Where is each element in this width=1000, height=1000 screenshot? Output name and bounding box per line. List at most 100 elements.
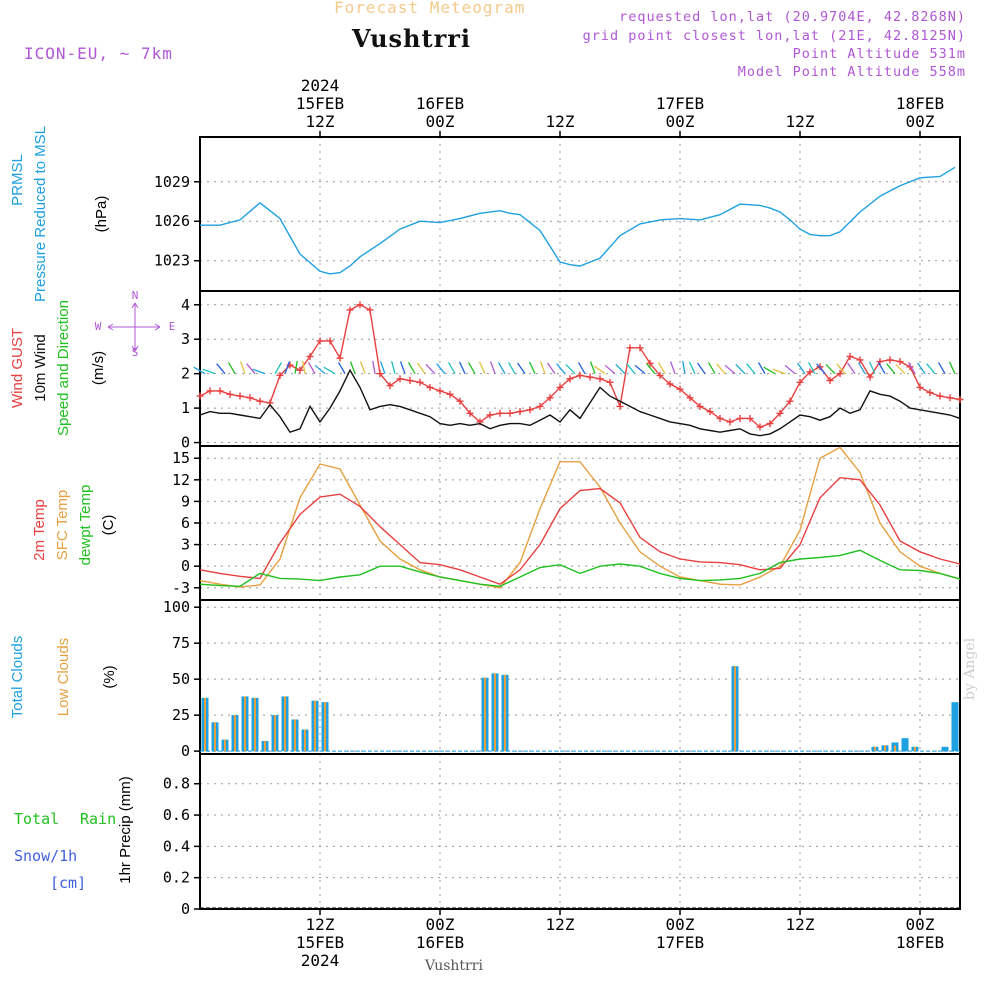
wind-gust-marker (756, 423, 764, 431)
wind-gust-marker (436, 387, 444, 395)
top-time-label: 00Z (906, 112, 935, 131)
wind-gust-marker (226, 390, 234, 398)
wind-gust-marker (836, 370, 844, 378)
wind-direction-arrow (417, 362, 426, 375)
wind-direction-arrow (784, 364, 796, 375)
bottom-date-label: 17FEB (656, 933, 704, 952)
y-tick-label: 0.8 (163, 775, 190, 793)
wind-direction-arrow (907, 362, 916, 374)
wind-gust-marker (786, 397, 794, 405)
wind-gust-marker (926, 389, 934, 397)
wind-direction-arrow (716, 363, 726, 375)
wind-direction-arrow (497, 362, 506, 374)
wind-gust-marker (916, 383, 924, 391)
wind-gust-marker (346, 306, 354, 314)
wind-gust-marker (446, 390, 454, 398)
wind-gust-marker (736, 414, 744, 422)
grid-point-coords: grid point closest lon,lat (21E, 42.8125… (582, 28, 966, 44)
wind-direction-arrow (547, 362, 556, 375)
wind-direction-arrow (239, 361, 246, 374)
dewpt-temp-line (199, 549, 961, 588)
wind-direction-arrow (337, 362, 346, 374)
wind-direction-arrow (399, 361, 406, 374)
total-cloud-bar (941, 746, 949, 752)
y-tick-label: 15 (172, 449, 190, 467)
compass-e: E (169, 320, 176, 333)
precip-unit: 1hr Precip (mm) (117, 776, 134, 884)
y-tick-label: 0 (181, 742, 190, 760)
wind-gust-marker (386, 382, 394, 390)
wind-gust-marker (236, 392, 244, 400)
top-time-label: 00Z (426, 112, 455, 131)
wind-direction-arrow (816, 363, 826, 375)
wind-direction-arrow (604, 364, 616, 375)
wind-gust-marker (566, 375, 574, 383)
wind-direction-arrow (227, 362, 236, 374)
y-tick-label: 2 (181, 365, 190, 383)
wind-gust-marker (766, 420, 774, 428)
low-cloud-bar (504, 674, 506, 752)
wind-direction-arrow (735, 364, 746, 375)
wind-gust-marker (956, 396, 964, 403)
top-date-label: 15FEB (296, 94, 344, 113)
low-cloud-bar (274, 715, 276, 752)
wind-gust-marker (826, 377, 834, 385)
wind-direction-arrow (615, 364, 626, 375)
wind-gust-marker (356, 301, 364, 309)
wind-gust-marker (796, 378, 804, 386)
y-tick-label: 1023 (154, 252, 190, 270)
wind-gust-marker (246, 394, 254, 402)
top-time-label: 12Z (546, 112, 575, 131)
low-cloud-bar (214, 722, 216, 752)
wind-gust-marker (886, 356, 894, 364)
compass-rose-icon (107, 302, 161, 352)
wind-gust-marker (726, 418, 734, 426)
wind-gust-marker (616, 402, 624, 410)
wind-gust-marker (426, 383, 434, 391)
bottom-time-label: 12Z (306, 915, 335, 934)
low-cloud-bar (874, 746, 876, 752)
wind-gust-marker (416, 378, 424, 386)
wind-direction-arrow (436, 363, 446, 375)
total-clouds-label: Total Clouds (9, 636, 26, 719)
wind-direction-arrow (379, 361, 386, 374)
wind-gust-marker (706, 408, 714, 416)
wind-gust-marker (636, 344, 644, 352)
wind-direction-arrow (528, 361, 536, 374)
wind-direction-arrow (507, 362, 516, 374)
low-cloud-bar (234, 715, 236, 752)
y-tick-label: -3 (172, 579, 190, 597)
low-cloud-bar (244, 696, 246, 752)
wind-gust-marker (366, 306, 374, 314)
wind-direction-arrow (202, 368, 216, 375)
wind-direction-arrow (246, 363, 256, 375)
wind-direction-arrow (193, 366, 206, 375)
wind-direction-arrow (757, 362, 766, 374)
low-cloud-bar (894, 745, 896, 752)
station-title: Vushtrri (352, 24, 471, 53)
wind-direction-arrow (589, 361, 596, 374)
wind-direction-arrow (836, 363, 846, 375)
wind-gust-marker (666, 380, 674, 388)
wind-direction-arrow (807, 362, 816, 374)
wind-gust-marker (866, 373, 874, 381)
wind-gust-marker (506, 409, 514, 417)
bottom-date-label: 16FEB (416, 933, 464, 952)
wind-direction-arrow (797, 362, 806, 375)
wind-direction-arrow (314, 364, 326, 375)
precip-snow-unit: [cm] (50, 874, 86, 892)
temp-unit: (C) (100, 515, 117, 536)
low-cloud-bar (324, 702, 326, 752)
wind-direction-arrow (359, 361, 366, 374)
y-tick-label: 0 (181, 557, 190, 575)
model-point-altitude: Model Point Altitude 558m (737, 64, 966, 80)
bottom-date-label: 15FEB (296, 933, 344, 952)
wind-direction-arrow (539, 361, 546, 374)
wind-direction-arrow (634, 364, 646, 375)
y-tick-label: 0 (181, 900, 190, 918)
wind-gust-marker (396, 375, 404, 383)
wind-gust-marker (856, 356, 864, 364)
low-cloud-bar (494, 673, 496, 752)
total-cloud-bar (901, 738, 909, 752)
